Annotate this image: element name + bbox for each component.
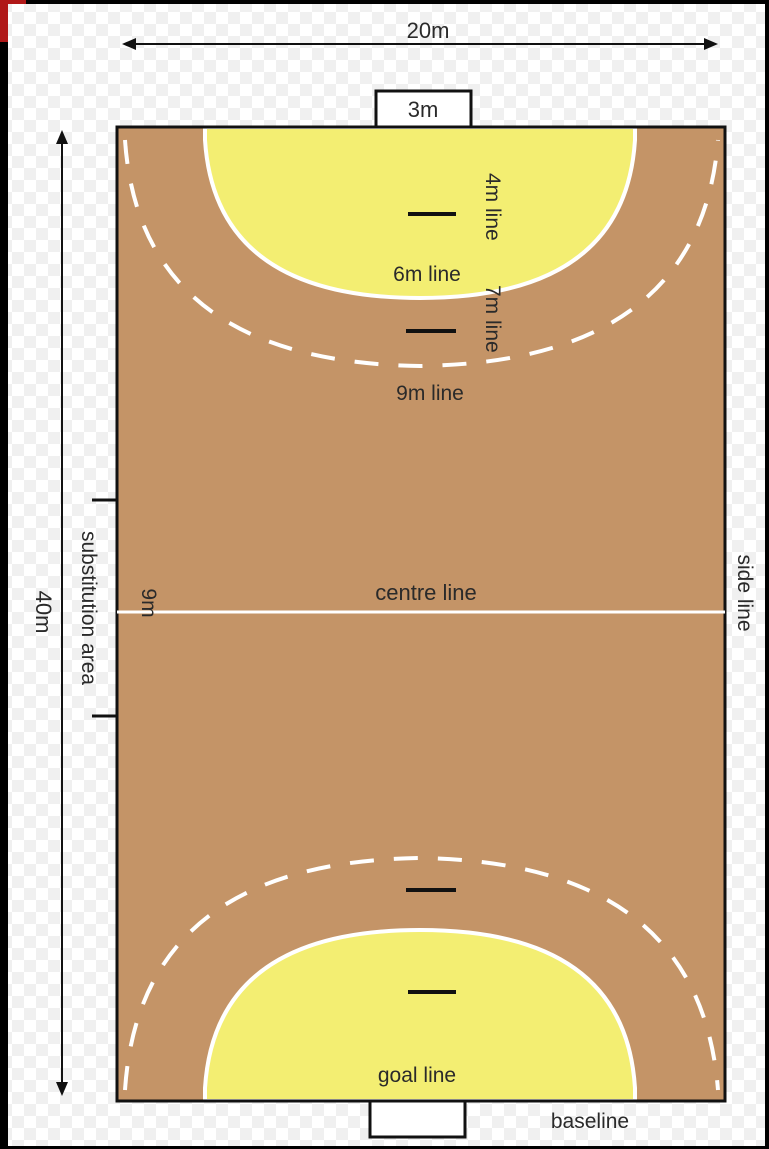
free-throw-line-top: [123, 139, 720, 369]
free-throw-line-bottom: [123, 855, 720, 1091]
goal-area-bottom: [203, 927, 637, 1101]
line-9m-label: 9m line: [396, 382, 464, 405]
width-arrowhead-left: [122, 38, 136, 50]
goal-width-label: 3m: [408, 97, 439, 122]
length-label: 40m: [31, 591, 56, 634]
side-line-label: side line: [733, 554, 756, 631]
length-arrowhead-bottom: [56, 1082, 68, 1096]
line-4m-label: 4m line: [481, 173, 504, 241]
width-label: 20m: [407, 18, 450, 43]
width-arrowhead-right: [704, 38, 718, 50]
goal-line-label: goal line: [378, 1064, 456, 1087]
substitution-area-label: substitution area: [77, 531, 100, 685]
line-7m-label: 7m line: [481, 285, 504, 353]
substitution-distance-label: 9m: [137, 588, 160, 617]
centre-line-label: centre line: [375, 580, 477, 605]
goal-top: [374, 89, 473, 129]
baseline-label: baseline: [551, 1110, 629, 1133]
line-6m-label: 6m line: [393, 263, 461, 286]
length-arrowhead-top: [56, 130, 68, 144]
goal-bottom: [368, 1099, 467, 1139]
